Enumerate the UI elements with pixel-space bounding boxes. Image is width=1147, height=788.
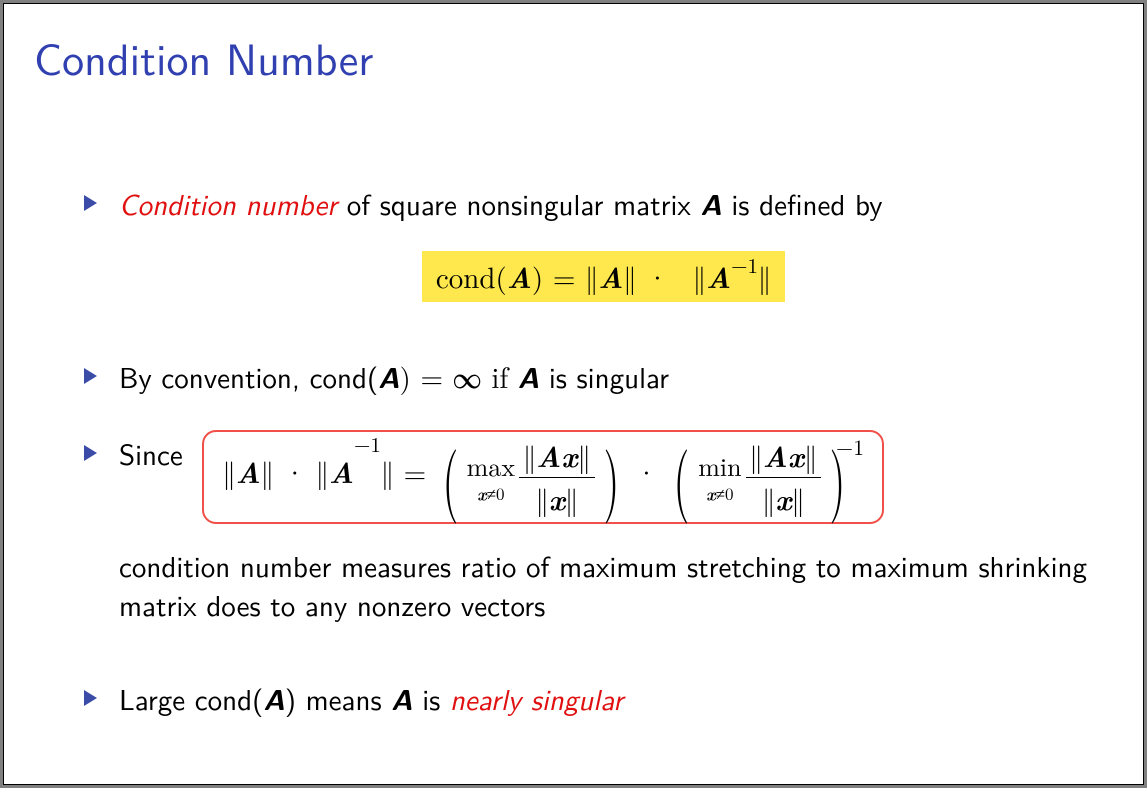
b2-pre: By convention, cond( bbox=[119, 355, 378, 397]
b2-mid: ) = ∞ if bbox=[400, 356, 518, 397]
eq-A: A bbox=[507, 255, 532, 297]
frac-min: ||Ax|| ||x|| bbox=[744, 436, 824, 517]
b2-A1: A bbox=[378, 355, 399, 397]
b1-A: A bbox=[700, 182, 721, 224]
norm-A: ||A|| bbox=[585, 256, 636, 297]
b4-red-tail: nearly singular bbox=[450, 677, 623, 719]
bullet-4: Large cond(A) means A is nearly singular bbox=[119, 679, 1088, 718]
bullet-1: Condition number of square nonsingular m… bbox=[119, 184, 1088, 302]
lhs-eq: = bbox=[394, 451, 436, 492]
b1-equation: cond(A) = ||A|| · ||A−1|| bbox=[119, 251, 1088, 302]
b3-continuation: condition number measures ratio of maxim… bbox=[119, 546, 1088, 624]
bullet-2: By convention, cond(A) = ∞ if A is singu… bbox=[119, 357, 1088, 396]
b4-A: A bbox=[263, 677, 284, 719]
mid-dot: · bbox=[626, 451, 668, 492]
frac-max: ||Ax|| ||x|| bbox=[517, 436, 597, 517]
outer-sup: −1 bbox=[836, 432, 864, 462]
max-op: max x≠0 bbox=[465, 448, 517, 506]
b1-lead: Condition number bbox=[119, 182, 337, 224]
bullet-marker-icon bbox=[84, 690, 97, 706]
b4-A2: A bbox=[391, 677, 412, 719]
bullet-marker-icon bbox=[84, 195, 97, 211]
eq-cond: cond( bbox=[436, 256, 507, 297]
norm-Ainv: ||A−1|| bbox=[693, 256, 771, 297]
b2-post: is singular bbox=[539, 355, 669, 397]
b4-mid: ) means bbox=[285, 677, 392, 719]
b4-pre: Large cond( bbox=[119, 677, 263, 719]
min-op: min x≠0 bbox=[696, 448, 743, 506]
bullet-marker-icon bbox=[84, 368, 97, 384]
rparen-icon: ) bbox=[603, 438, 619, 512]
lparen-icon: ( bbox=[442, 438, 458, 512]
eq-dot: · bbox=[636, 256, 678, 297]
lhs-normA: ||A|| bbox=[222, 451, 273, 492]
lhs-dot: · bbox=[274, 451, 316, 492]
highlight-box: cond(A) = ||A|| · ||A−1|| bbox=[422, 251, 785, 302]
slide-title: Condition Number bbox=[34, 19, 1113, 89]
b4-post-plain: is bbox=[413, 677, 450, 719]
b1-rest2: is defined by bbox=[722, 182, 883, 224]
b1-rest1: of square nonsingular matrix bbox=[337, 182, 700, 224]
slide: Condition Number Condition number of squ… bbox=[3, 3, 1144, 785]
b2-A2: A bbox=[518, 355, 539, 397]
lhs-normAinv: ||A−1|| bbox=[316, 451, 394, 492]
bullet-3: Since ||A|| · ||A−1|| = ( max x≠0 ||Ax||… bbox=[119, 434, 1088, 624]
eq-close: ) = bbox=[532, 256, 585, 297]
slide-body: Condition number of square nonsingular m… bbox=[34, 184, 1113, 718]
red-box: ||A|| · ||A−1|| = ( max x≠0 ||Ax|| ||x||… bbox=[202, 430, 884, 523]
bullet-marker-icon bbox=[84, 445, 97, 461]
b3-since: Since bbox=[119, 432, 183, 474]
lparen2-icon: ( bbox=[674, 438, 690, 512]
